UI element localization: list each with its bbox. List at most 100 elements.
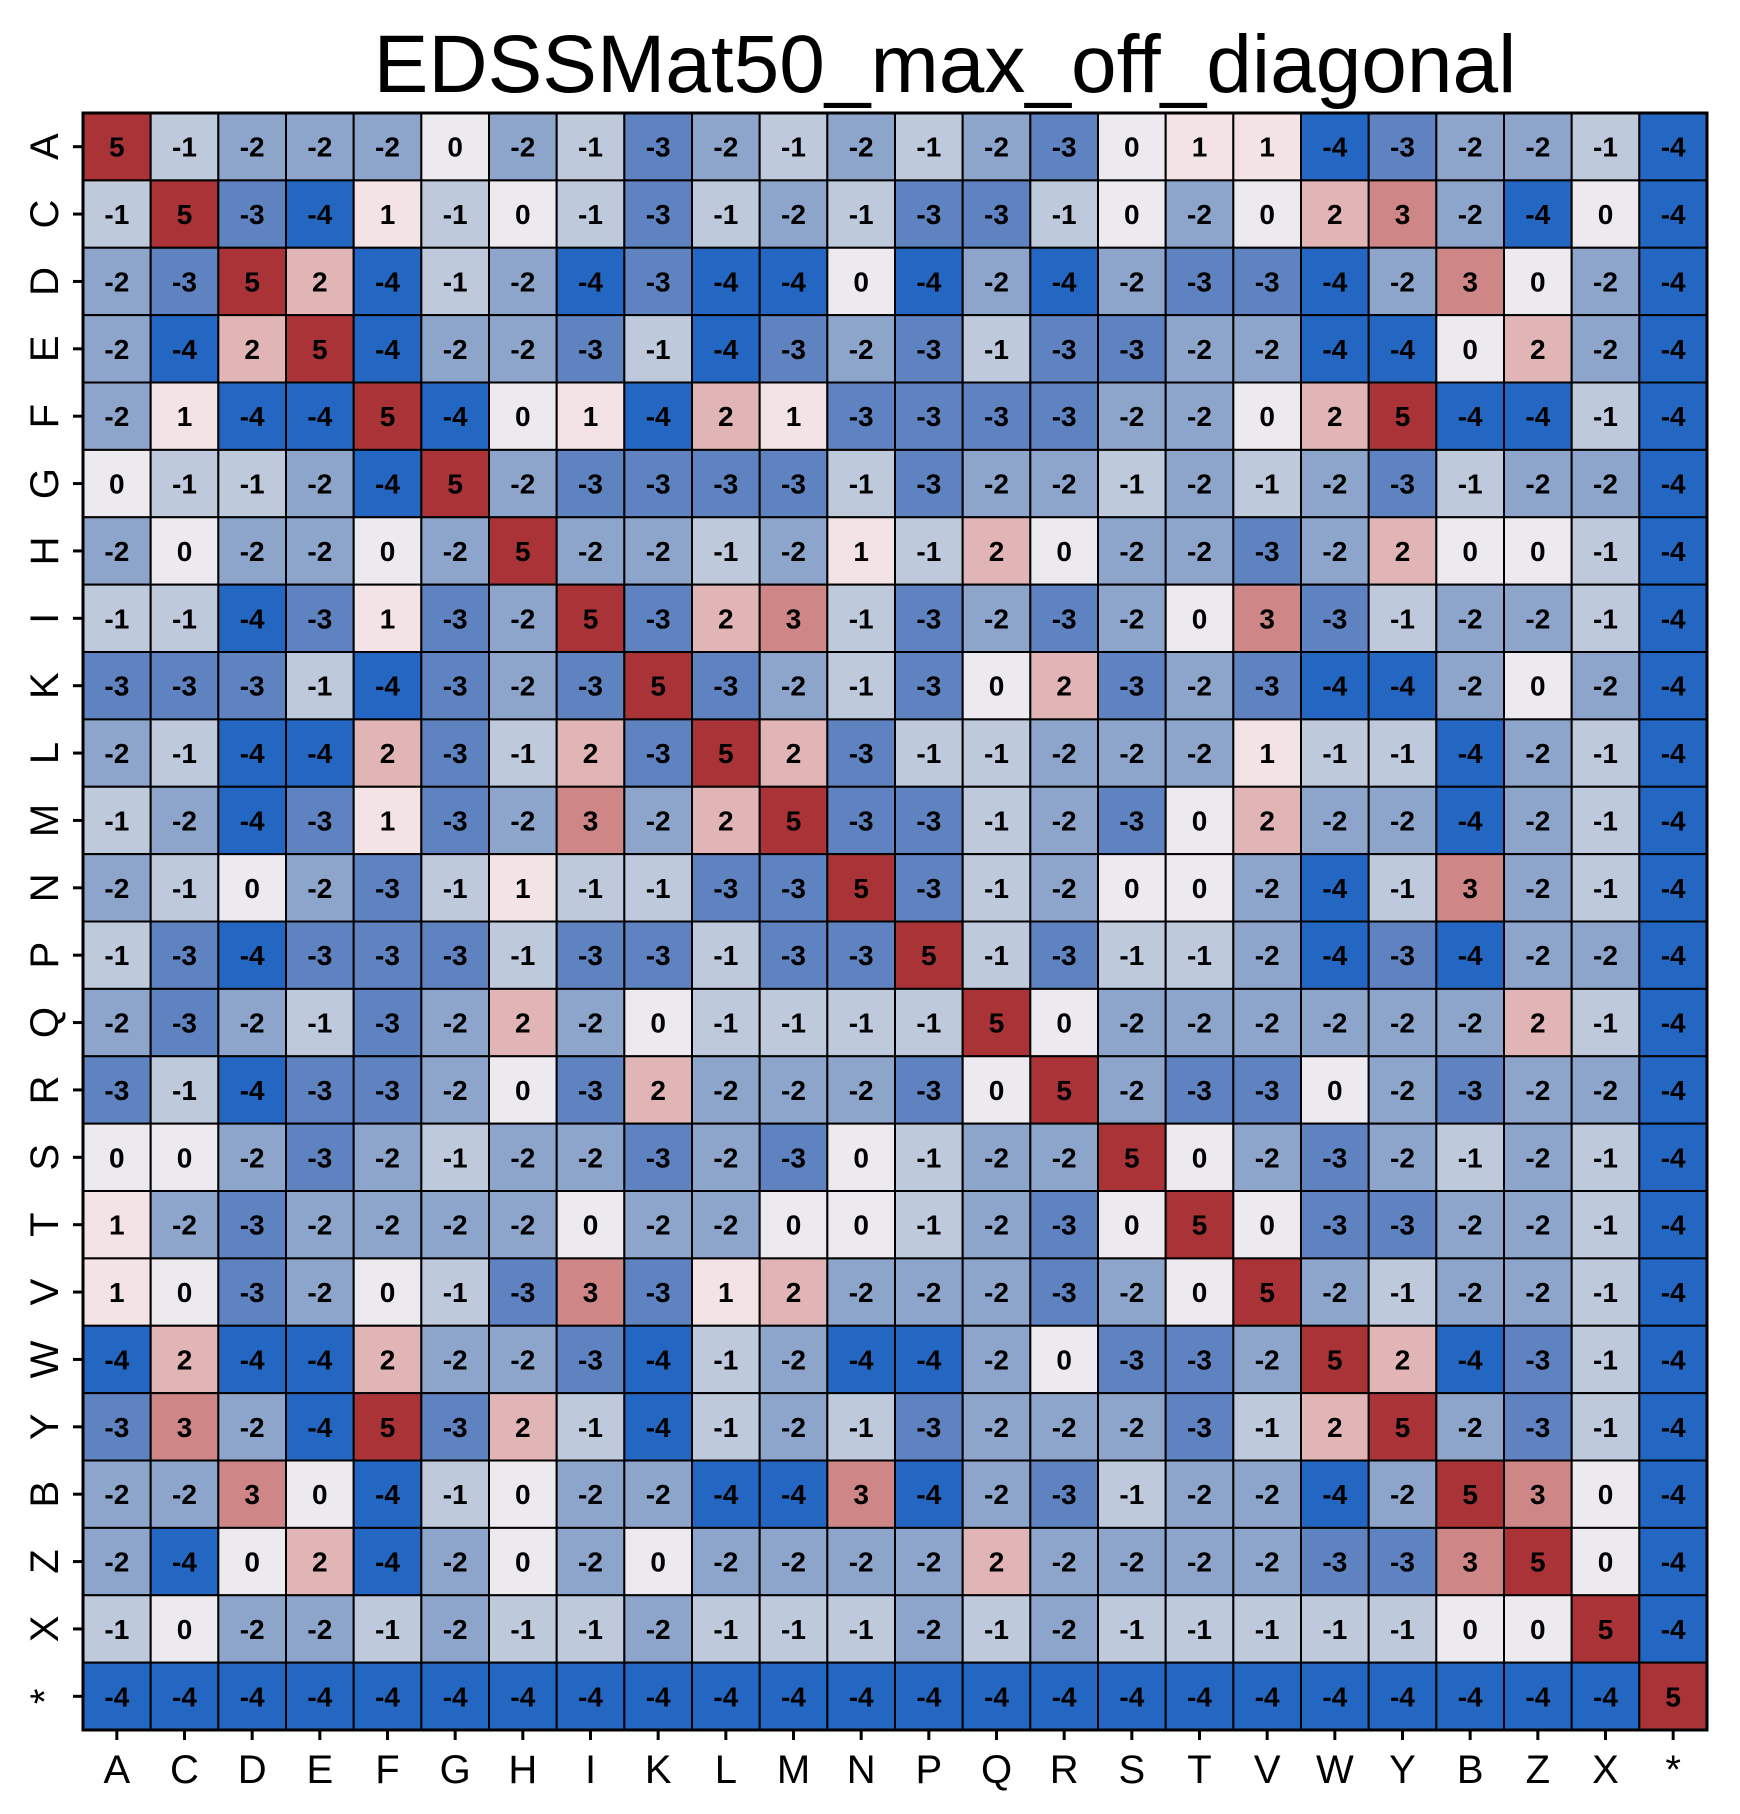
cell-value-label: -3 — [849, 738, 874, 769]
cell-value-label: -4 — [713, 1479, 738, 1510]
heatmap-cell-G-X — [1570, 448, 1641, 519]
heatmap-cell-H-P — [894, 516, 964, 586]
cell-value-label: -2 — [104, 1008, 129, 1039]
cell-value-label: -3 — [1052, 940, 1077, 971]
cell-value-label: -4 — [849, 1344, 874, 1375]
cell-value-label: -1 — [1593, 132, 1618, 163]
cell-value-label: -2 — [510, 1344, 535, 1375]
cell-value-label: 3 — [1462, 1547, 1478, 1578]
cell-value-label: 5 — [447, 469, 463, 500]
heatmap-cell-T-T — [1164, 1190, 1235, 1260]
cell-value-label: -3 — [172, 671, 197, 702]
heatmap-cell-S-C — [149, 1122, 220, 1193]
heatmap-cell-E-G — [420, 314, 490, 384]
cell-value-label: -1 — [849, 199, 874, 230]
cell-value-label: -2 — [1458, 132, 1483, 163]
cell-value-label: -1 — [1187, 940, 1212, 971]
heatmap-cell-D-V — [1232, 246, 1302, 317]
cell-value-label: -2 — [375, 1142, 400, 1173]
cell-value-label: -4 — [1661, 199, 1686, 230]
heatmap-cell-V-I — [555, 1257, 626, 1327]
cell-value-label: -3 — [1255, 1075, 1280, 1106]
cell-value-label: -4 — [375, 334, 400, 365]
cell-value-label: -1 — [172, 1075, 197, 1106]
heatmap-cell-N-V — [1232, 853, 1302, 923]
cell-value-label: -2 — [1119, 1008, 1144, 1039]
cell-value-label: -1 — [646, 334, 671, 365]
cell-value-label: -1 — [578, 1412, 603, 1443]
cell-value-label: -4 — [781, 1479, 806, 1510]
cell-value-label: 0 — [244, 1547, 260, 1578]
cell-value-label: -3 — [646, 266, 671, 297]
y-tick-label-D: D — [23, 267, 67, 296]
cell-value-label: -2 — [1052, 1142, 1077, 1173]
heatmap-cell-D-S — [1097, 246, 1167, 317]
cell-value-label: 0 — [1598, 199, 1614, 230]
heatmap-cell-W-P — [894, 1324, 964, 1395]
cell-value-label: -2 — [443, 334, 468, 365]
heatmap-cell-Y-M — [758, 1392, 829, 1462]
cell-value-label: -1 — [1119, 1614, 1144, 1645]
cell-value-label: -3 — [916, 1412, 941, 1443]
cell-value-label: -2 — [1052, 469, 1077, 500]
heatmap-cell-C-Z — [1503, 179, 1573, 249]
cell-value-label: -2 — [578, 1142, 603, 1173]
cell-value-label: -3 — [646, 1277, 671, 1308]
cell-value-label: 0 — [1259, 199, 1275, 230]
heatmap-cell-F-N — [826, 381, 897, 451]
cell-value-label: 5 — [921, 940, 937, 971]
cell-value-label: -1 — [713, 1614, 738, 1645]
heatmap-cell-X-Y — [1367, 1594, 1438, 1664]
cell-value-label: 2 — [1327, 401, 1343, 432]
cell-value-label: -4 — [1458, 401, 1483, 432]
heatmap-cell-E-T — [1164, 314, 1235, 384]
heatmap-cell-K-S — [1097, 651, 1167, 721]
cell-value-label: -3 — [1119, 1344, 1144, 1375]
cell-value-label: 2 — [1530, 1008, 1546, 1039]
cell-value-label: -2 — [646, 805, 671, 836]
cell-value-label: -4 — [713, 266, 738, 297]
heatmap-cell-V-R — [1029, 1257, 1099, 1327]
cell-value-label: -2 — [984, 132, 1009, 163]
cell-value-label: -2 — [443, 1614, 468, 1645]
y-tick-label-L: L — [23, 742, 67, 764]
cell-value-label: -4 — [1390, 1681, 1415, 1712]
heatmap-cell-W-E — [285, 1324, 355, 1395]
heatmap-cell-Y-D — [217, 1392, 287, 1462]
cell-value-label: -3 — [104, 1075, 129, 1106]
cell-value-label: -2 — [240, 536, 265, 567]
cell-value-label: -2 — [240, 1412, 265, 1443]
x-tick-label-C: C — [170, 1748, 199, 1792]
x-tick-label-Y: Y — [1389, 1748, 1416, 1792]
heatmap-cell-D-B — [1435, 246, 1505, 317]
cell-value-label: 1 — [177, 401, 193, 432]
heatmap-cell-Y-L — [691, 1392, 761, 1462]
cell-value-label: -2 — [1593, 266, 1618, 297]
heatmap-cell-B-N — [826, 1459, 897, 1529]
heatmap-cell-E-D — [217, 314, 287, 384]
cell-value-label: -3 — [646, 132, 671, 163]
cell-value-label: -3 — [1390, 940, 1415, 971]
cell-value-label: 5 — [380, 401, 396, 432]
cell-value-label: 0 — [853, 1142, 869, 1173]
cell-value-label: -4 — [1322, 940, 1347, 971]
heatmap-cell-K-* — [1638, 651, 1708, 721]
cell-value-label: -4 — [1525, 199, 1550, 230]
cell-value-label: -1 — [849, 671, 874, 702]
y-tick-label-N: N — [23, 873, 67, 902]
cell-value-label: -2 — [104, 873, 129, 904]
cell-value-label: -4 — [1661, 536, 1686, 567]
cell-value-label: -2 — [1119, 401, 1144, 432]
cell-value-label: -1 — [307, 1008, 332, 1039]
heatmap-cell-I-B — [1435, 583, 1505, 654]
heatmap-cell-S-Y — [1367, 1122, 1438, 1193]
cell-value-label: -4 — [1322, 873, 1347, 904]
cell-value-label: -1 — [1390, 603, 1415, 634]
heatmap-cell-F-W — [1300, 381, 1370, 451]
cell-value-label: -1 — [713, 199, 738, 230]
cell-value-label: -3 — [916, 334, 941, 365]
heatmap-cell-G-C — [149, 448, 220, 519]
cell-value-label: -4 — [375, 469, 400, 500]
cell-value-label: 5 — [312, 334, 328, 365]
heatmap-cell-F-* — [1638, 381, 1708, 451]
